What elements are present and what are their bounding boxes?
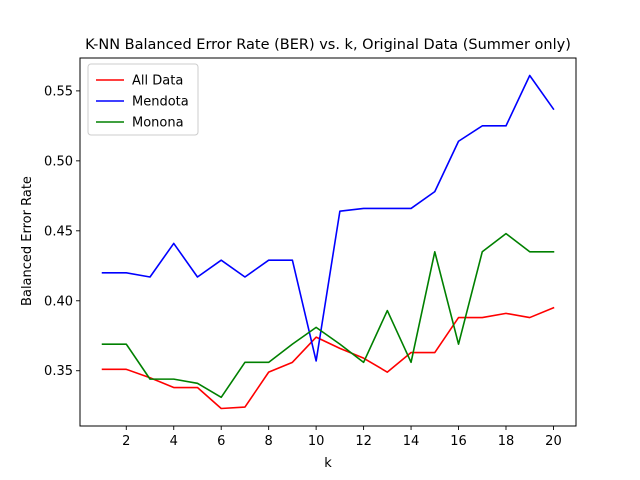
x-tick-label: 12 [355, 434, 372, 449]
legend: All Data Mendota Monona [87, 63, 199, 136]
x-tick-label: 20 [545, 434, 562, 449]
x-tick-label: 16 [450, 434, 467, 449]
x-axis-label: k [324, 456, 332, 471]
series-line-monona [101, 232, 555, 399]
legend-label: All Data [132, 74, 183, 89]
y-tick-label: 0.50 [44, 154, 73, 169]
chart-title: K-NN Balanced Error Rate (BER) vs. k, Or… [85, 37, 571, 53]
x-tick-label: 10 [308, 434, 325, 449]
x-tick-label: 2 [122, 434, 130, 449]
series-line-mendota [101, 74, 555, 362]
x-tick-label: 8 [265, 434, 273, 449]
legend-label: Monona [132, 116, 184, 131]
y-tick-label: 0.40 [44, 294, 73, 309]
legend-label: Mendota [132, 95, 189, 110]
axes-frame [79, 57, 577, 427]
y-tick-label: 0.55 [44, 84, 73, 99]
plot-area: 2 4 6 8 10 12 14 16 18 20 0.35 0.40 0.45 0.50 0.55 [44, 57, 577, 449]
y-tick-label: 0.35 [44, 364, 73, 379]
y-tick-label: 0.45 [44, 224, 73, 239]
x-tick-label: 6 [217, 434, 225, 449]
y-axis-label: Balanced Error Rate [20, 176, 35, 306]
legend-box [87, 63, 199, 136]
x-tick-label: 14 [403, 434, 420, 449]
x-tick-label: 18 [498, 434, 515, 449]
x-tick-label: 4 [170, 434, 178, 449]
series-line-all-data [101, 306, 555, 410]
